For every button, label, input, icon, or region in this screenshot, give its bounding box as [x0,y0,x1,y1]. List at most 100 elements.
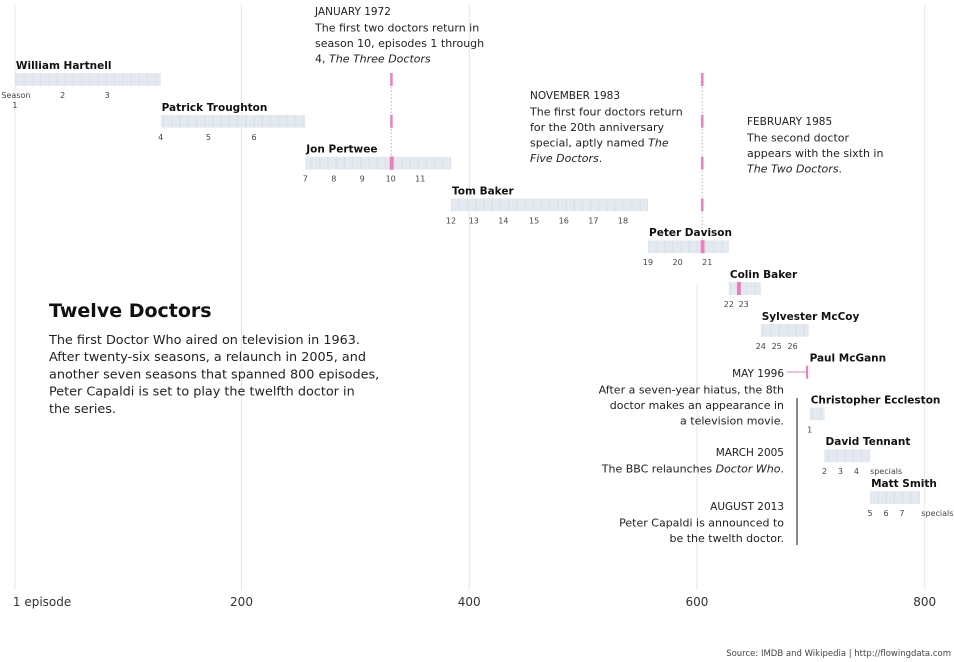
episode-cell [669,240,671,254]
episode-cell [882,490,884,505]
episode-cell [548,198,551,212]
annotation-1: NOVEMBER 1983 The first four doctors retu… [529,90,683,165]
episode-cell [173,114,175,128]
episode-cell [918,490,921,505]
episode-cell [636,198,638,212]
episode-cell [176,114,178,128]
episode-cell [598,198,601,212]
episode-cell [670,240,673,254]
season-label: 18 [618,216,628,225]
annotation-text: season 10, episodes 1 through [315,37,484,50]
episode-cell [370,156,372,170]
episode-cell [506,198,509,212]
episode-cell [360,156,363,170]
episode-cell [194,114,197,128]
episode-cell [275,114,277,128]
episode-cell [288,114,290,128]
episode-cell [727,240,729,254]
episode-cell [319,156,322,170]
episode-cell [571,198,573,212]
episode-cell [635,198,637,212]
episode-cell [576,198,578,212]
episode-cell [199,114,201,128]
episode-cell [401,156,404,170]
episode-cell [355,156,357,170]
episode-cell [409,156,412,170]
season-label: 1 [807,425,812,434]
episode-cell [649,240,651,254]
episode-cell [461,198,463,212]
episode-cell [679,240,682,254]
episode-cell [841,449,843,463]
episode-cell [830,449,832,463]
episode-cell [403,156,405,170]
episode-cell [109,72,111,87]
episode-cell [790,323,792,337]
episode-cell [452,198,454,212]
episode-cell [693,240,695,254]
annotation-text: 4, [315,53,329,66]
episode-cell [81,72,84,87]
episode-cell [835,449,838,463]
episode-cell [227,114,230,128]
episode-cell [549,198,552,212]
episode-cell [420,156,422,170]
episode-cell [756,281,758,296]
episode-cell [802,323,805,337]
episode-cell [141,72,143,87]
episode-cell [745,281,748,296]
episode-cell [808,365,810,379]
episode-cell [595,198,597,212]
episode-cell [691,240,693,254]
episode-cell [154,72,157,87]
episode-cell [453,198,455,212]
episode-cell [179,114,182,128]
episode-cell [832,449,834,463]
annotation-text: doctor makes an appearance in [610,399,784,412]
episode-cell [551,198,553,212]
episode-cell [85,72,87,87]
episode-cell [475,198,478,212]
episode-cell [30,72,33,87]
episode-cell [54,72,57,87]
episode-cell [800,323,802,337]
episode-cell [58,72,60,87]
episode-cell [306,156,308,170]
annotation-line: for the 20th anniversary [530,121,664,134]
episode-cell [356,156,358,170]
episode-cell [513,198,515,212]
episode-cell [664,240,667,254]
episode-cell [728,281,731,296]
episode-cell [900,490,903,505]
episode-cell [767,323,769,337]
episode-cell [296,114,298,128]
episode-cell [448,156,451,170]
episode-cell [118,72,120,87]
season-label: 24 [756,342,766,351]
episode-cell [125,72,127,87]
episode-cell [432,156,435,170]
episode-cell [511,198,513,212]
episode-cell [299,114,301,128]
episode-cell [211,114,214,128]
episode-cell [428,156,430,170]
episode-cell [171,114,174,128]
episode-cell [586,198,588,212]
episode-cell [417,156,420,170]
episode-cell [305,156,307,170]
episode-cell [752,281,755,296]
episode-cell [259,114,261,128]
episode-cell [331,156,333,170]
episode-cell [488,198,490,212]
episode-cell [818,407,821,421]
episode-cell [387,156,389,170]
episode-cell [258,114,260,128]
episode-cell [809,407,811,421]
episode-cell [265,114,267,128]
episode-cell [609,198,611,212]
episode-cell [507,198,510,212]
episode-cell [255,114,257,128]
episode-cell [325,156,328,170]
